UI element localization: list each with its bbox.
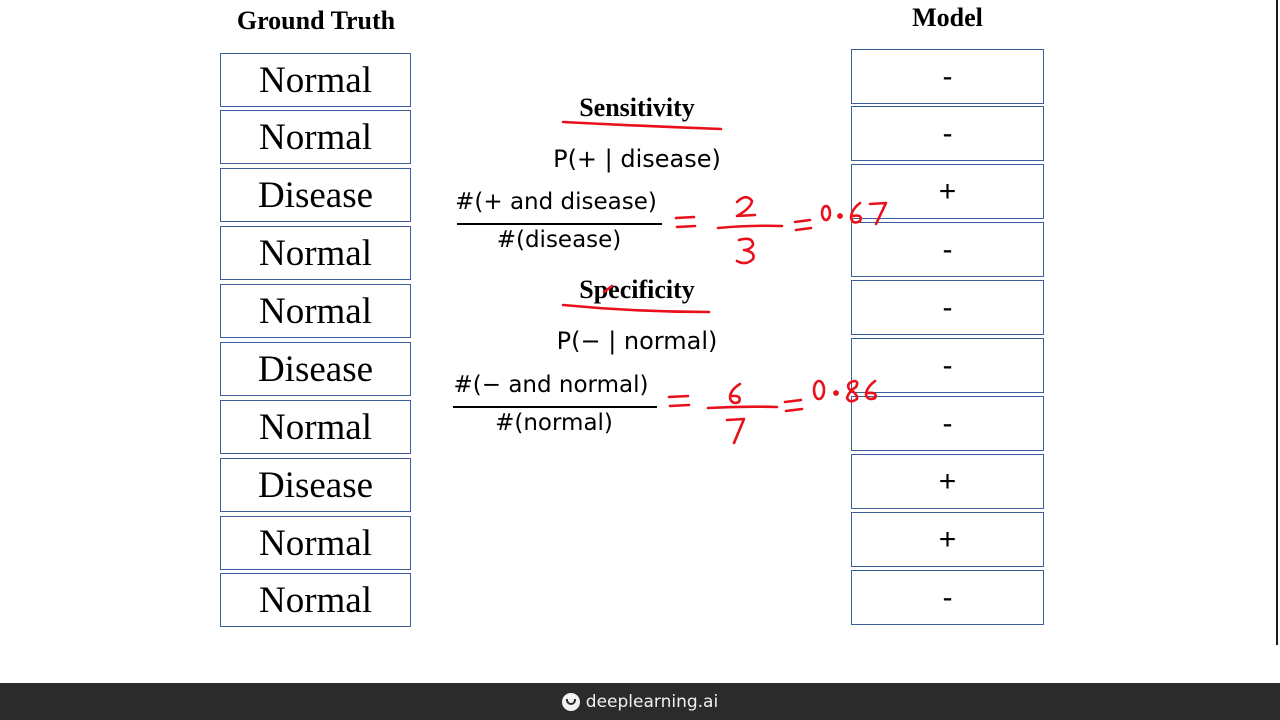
specificity-numerator: #(− and normal)	[453, 372, 649, 398]
model-cell: -	[851, 570, 1044, 625]
model-title: Model	[912, 3, 983, 32]
sensitivity-probability: P(+ | disease)	[553, 145, 721, 173]
sensitivity-denominator: #(disease)	[496, 227, 622, 253]
sensitivity-fraction-bar	[457, 223, 662, 225]
specificity-heading: Specificity	[579, 275, 695, 304]
model-cell: -	[851, 280, 1044, 335]
ground-truth-cell: Normal	[220, 110, 411, 164]
slide: Ground Truth Model Normal Normal Disease…	[220, 0, 1278, 645]
ground-truth-cell: Disease	[220, 458, 411, 512]
model-cell: +	[851, 512, 1044, 567]
model-cell: -	[851, 338, 1044, 393]
model-cell: +	[851, 454, 1044, 509]
ground-truth-title: Ground Truth	[236, 6, 396, 35]
model-cell: -	[851, 106, 1044, 161]
video-footer-bar: deeplearning.ai	[0, 683, 1280, 720]
model-cell: -	[851, 396, 1044, 451]
specificity-denominator: #(normal)	[495, 410, 613, 436]
sensitivity-numerator: #(+ and disease)	[455, 189, 657, 215]
model-cell: -	[851, 49, 1044, 104]
model-cell: -	[851, 222, 1044, 277]
right-edge-line	[1276, 0, 1278, 645]
ground-truth-cell: Normal	[220, 516, 411, 570]
specificity-probability: P(− | normal)	[556, 327, 718, 355]
ground-truth-cell: Normal	[220, 53, 411, 107]
ground-truth-cell: Disease	[220, 168, 411, 222]
sensitivity-heading: Sensitivity	[579, 93, 695, 122]
ground-truth-cell: Disease	[220, 342, 411, 396]
specificity-fraction-bar	[453, 406, 657, 408]
ground-truth-cell: Normal	[220, 226, 411, 280]
deeplearning-logo-icon	[561, 692, 580, 711]
model-cell: +	[851, 164, 1044, 219]
ground-truth-cell: Normal	[220, 400, 411, 454]
ground-truth-cell: Normal	[220, 573, 411, 627]
ground-truth-cell: Normal	[220, 284, 411, 338]
footer-brand: deeplearning.ai	[585, 691, 719, 712]
